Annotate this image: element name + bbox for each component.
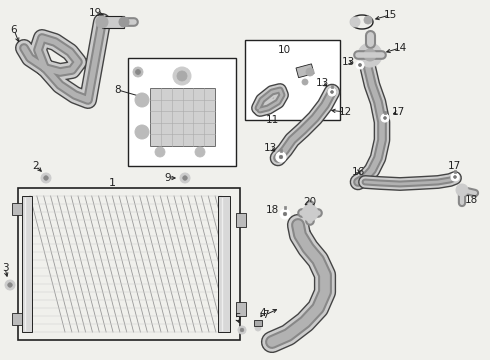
Circle shape bbox=[350, 17, 360, 27]
Circle shape bbox=[183, 176, 187, 180]
Bar bbox=[331, 85, 333, 88]
Text: 2: 2 bbox=[33, 161, 39, 171]
Bar bbox=[218, 196, 230, 332]
Bar bbox=[150, 88, 215, 146]
Circle shape bbox=[328, 88, 336, 96]
Bar bbox=[12, 313, 22, 325]
Circle shape bbox=[135, 125, 149, 139]
Circle shape bbox=[331, 91, 333, 93]
Text: 17: 17 bbox=[447, 161, 461, 171]
Text: 20: 20 bbox=[303, 197, 317, 207]
Text: 13: 13 bbox=[316, 78, 329, 88]
Text: 18: 18 bbox=[266, 205, 279, 215]
Circle shape bbox=[173, 67, 191, 85]
Text: 4: 4 bbox=[260, 308, 266, 318]
Bar bbox=[245, 40, 340, 120]
Text: 13: 13 bbox=[342, 57, 355, 67]
Circle shape bbox=[135, 93, 149, 107]
Bar bbox=[384, 111, 386, 114]
Circle shape bbox=[136, 69, 141, 75]
Circle shape bbox=[454, 176, 456, 179]
Circle shape bbox=[96, 16, 108, 28]
Circle shape bbox=[279, 155, 283, 159]
Circle shape bbox=[255, 325, 261, 331]
Text: 8: 8 bbox=[115, 85, 122, 95]
Bar bbox=[128, 58, 236, 166]
Text: 14: 14 bbox=[393, 43, 407, 53]
Text: 12: 12 bbox=[339, 107, 352, 117]
Circle shape bbox=[5, 280, 15, 290]
Circle shape bbox=[306, 68, 314, 76]
Text: 15: 15 bbox=[383, 10, 396, 20]
Text: 1: 1 bbox=[108, 178, 116, 188]
Circle shape bbox=[133, 67, 143, 77]
Circle shape bbox=[456, 184, 468, 196]
Circle shape bbox=[364, 16, 372, 24]
Bar bbox=[102, 16, 124, 28]
Circle shape bbox=[381, 114, 389, 122]
Circle shape bbox=[359, 63, 362, 67]
Bar bbox=[254, 320, 262, 326]
Circle shape bbox=[238, 326, 246, 334]
Circle shape bbox=[302, 205, 318, 221]
Text: 19: 19 bbox=[88, 8, 101, 18]
Text: 13: 13 bbox=[264, 143, 277, 153]
Text: 18: 18 bbox=[465, 195, 478, 205]
Circle shape bbox=[119, 17, 129, 27]
Bar bbox=[284, 206, 286, 209]
Text: 10: 10 bbox=[277, 45, 291, 55]
Circle shape bbox=[155, 147, 165, 157]
Circle shape bbox=[384, 117, 387, 120]
Bar bbox=[12, 203, 22, 215]
Text: 17: 17 bbox=[392, 107, 405, 117]
Text: 11: 11 bbox=[266, 115, 279, 125]
Text: 9: 9 bbox=[165, 173, 172, 183]
Circle shape bbox=[44, 176, 48, 180]
Text: 7: 7 bbox=[262, 310, 269, 320]
Bar bbox=[236, 302, 246, 316]
Circle shape bbox=[451, 173, 459, 181]
Bar bbox=[296, 64, 314, 78]
Circle shape bbox=[356, 61, 364, 69]
Circle shape bbox=[180, 173, 190, 183]
Circle shape bbox=[8, 283, 12, 287]
Circle shape bbox=[358, 43, 382, 67]
Circle shape bbox=[280, 209, 290, 219]
Text: 6: 6 bbox=[11, 25, 17, 35]
Bar bbox=[280, 149, 282, 152]
Circle shape bbox=[240, 328, 244, 332]
Bar bbox=[236, 213, 246, 227]
Bar bbox=[22, 196, 32, 332]
Circle shape bbox=[195, 147, 205, 157]
Circle shape bbox=[41, 173, 51, 183]
Circle shape bbox=[276, 152, 286, 162]
Text: 3: 3 bbox=[1, 263, 8, 273]
Circle shape bbox=[364, 49, 376, 61]
Circle shape bbox=[283, 212, 287, 216]
Circle shape bbox=[302, 79, 308, 85]
Text: 5: 5 bbox=[234, 313, 240, 323]
Bar bbox=[18, 188, 240, 340]
Text: 16: 16 bbox=[351, 167, 365, 177]
Circle shape bbox=[177, 71, 187, 81]
Bar bbox=[454, 170, 456, 173]
